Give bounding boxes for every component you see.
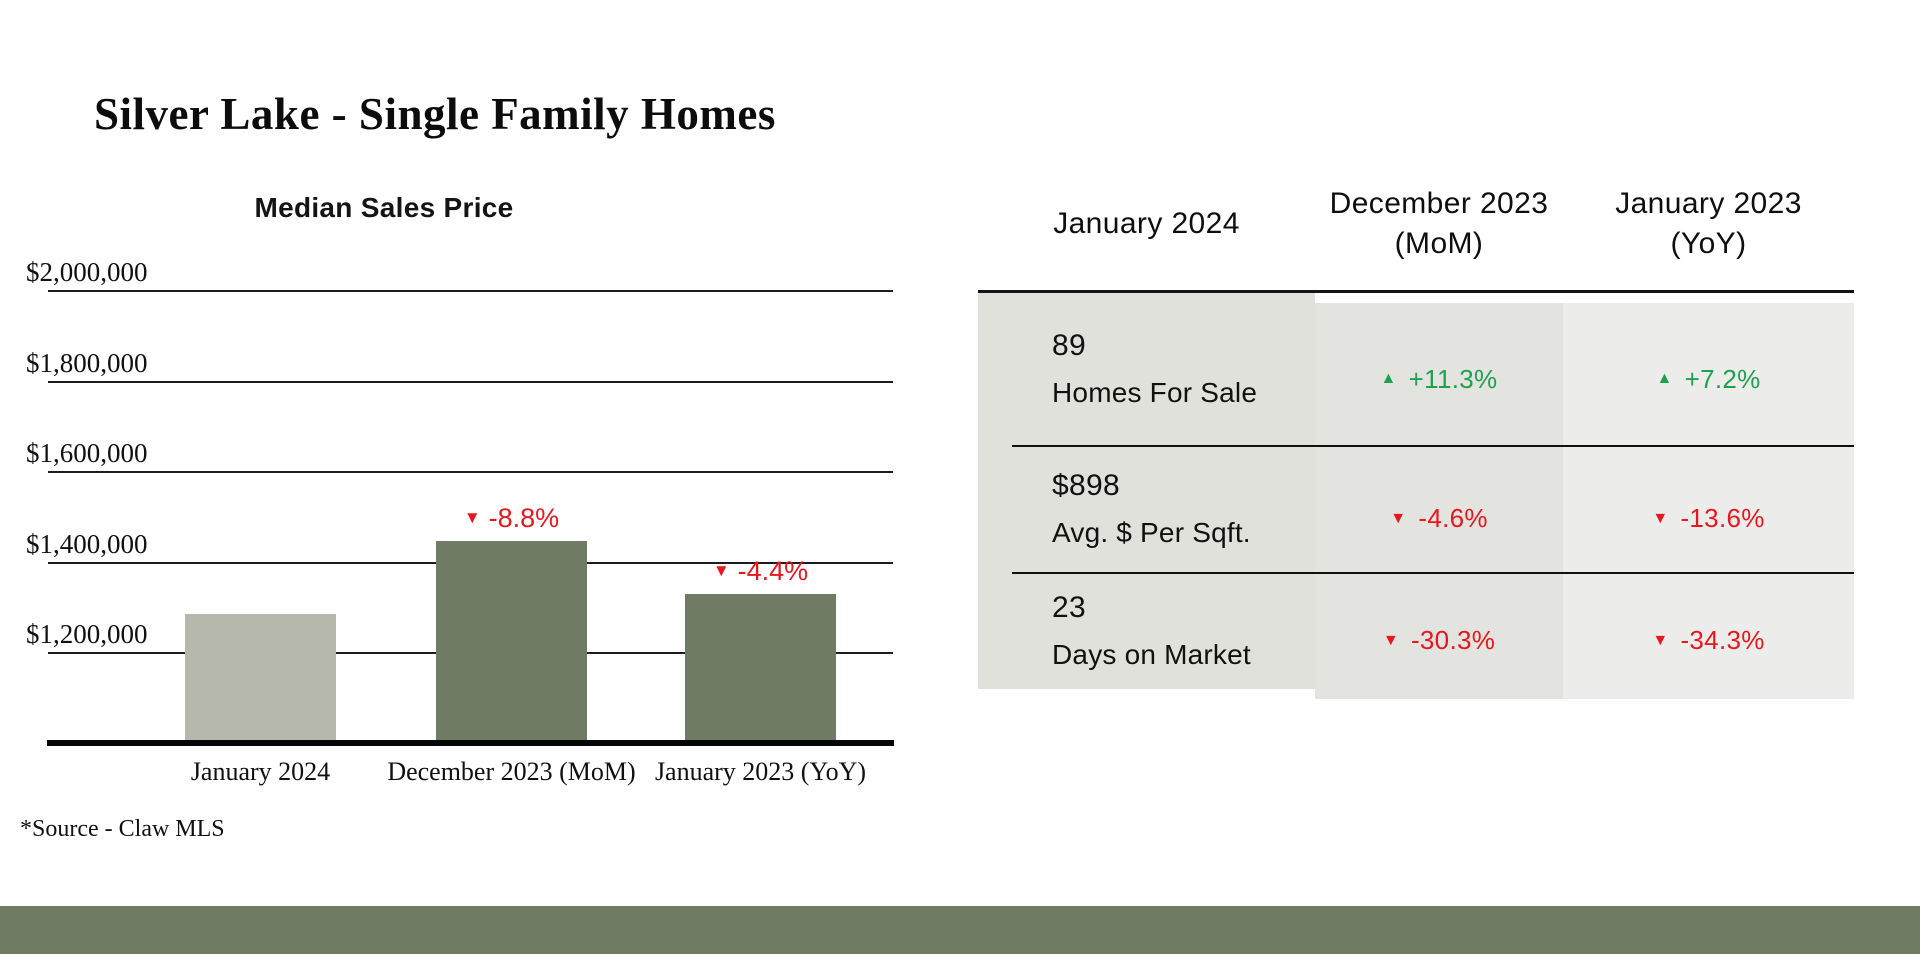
header-line: (YoY): [1670, 226, 1747, 260]
table-header-row: January 2024 December 2023 (MoM) January…: [978, 157, 1854, 290]
change-value: -13.6%: [1680, 503, 1765, 533]
gridline: [48, 290, 893, 292]
change-value: +11.3%: [1408, 363, 1498, 394]
x-axis-label: January 2024: [190, 757, 331, 786]
y-axis-tick-label: $1,800,000: [26, 347, 148, 378]
down-triangle-icon: ▼: [1382, 631, 1399, 649]
source-note: *Source - Claw MLS: [20, 816, 225, 842]
change-value: -4.6%: [1418, 503, 1488, 533]
y-axis-tick-label: $2,000,000: [26, 257, 148, 287]
change-value: -34.3%: [1680, 625, 1765, 655]
down-triangle-icon: ▼: [463, 508, 481, 528]
metric-label: Days on Market: [1052, 638, 1251, 670]
header-line: January 2024: [1053, 206, 1240, 240]
stats-table: January 2024 December 2023 (MoM) January…: [978, 157, 1854, 699]
metric-value: $898: [1052, 468, 1120, 502]
metric-label: Avg. $ Per Sqft.: [1052, 516, 1251, 548]
change-value: -30.3%: [1410, 625, 1496, 655]
bar: [436, 541, 587, 746]
table-row-divider: [1012, 572, 1854, 574]
y-axis-tick-label: $1,400,000: [26, 528, 148, 559]
column-header-december-2023-mom: December 2023 (MoM): [1315, 184, 1563, 263]
column-header-january-2024: January 2024: [978, 204, 1315, 244]
change-annotation: ▼ -8.8%: [402, 503, 622, 533]
metric-label: Homes For Sale: [1052, 377, 1258, 408]
y-axis-tick-label: $1,600,000: [26, 438, 148, 469]
metric-cell-days-on-market: 23 Days on Market: [978, 572, 1315, 689]
down-triangle-icon: ▼: [1652, 509, 1669, 527]
metric-value: 89: [1052, 329, 1086, 362]
x-axis-label: December 2023 (MoM): [387, 757, 636, 786]
gridline: [48, 471, 893, 474]
table-body: 89 Homes For Sale ▲ +11.3% ▲ +7.2% $898 …: [978, 293, 1854, 699]
yoy-change-cell: ▲ +7.2%: [1563, 303, 1854, 455]
page-title: Silver Lake - Single Family Homes: [94, 89, 776, 140]
annotation-text: -8.8%: [488, 503, 560, 534]
metric-value: 23: [1052, 590, 1086, 624]
mom-change-cell: ▼ -30.3%: [1315, 582, 1563, 699]
change-value: +7.2%: [1684, 363, 1761, 394]
up-triangle-icon: ▲: [1380, 370, 1397, 387]
header-line: December 2023: [1329, 186, 1549, 220]
up-triangle-icon: ▲: [1656, 370, 1673, 387]
bar: [185, 613, 336, 746]
x-axis-baseline: [47, 740, 894, 746]
x-axis-label: January 2023 (YoY): [654, 757, 867, 786]
yoy-change-cell: ▼ -34.3%: [1563, 582, 1854, 699]
table-row-divider: [1012, 445, 1854, 447]
bar: [685, 593, 836, 746]
metric-cell-homes-for-sale: 89 Homes For Sale: [978, 293, 1315, 445]
median-sales-price-chart: Median Sales Price $2,000,000 $1,800,000 $…: [0, 0, 960, 820]
header-line: (MoM): [1394, 226, 1484, 260]
change-annotation: ▼ -4.4%: [651, 556, 871, 586]
gridline: [48, 380, 893, 383]
chart-title: Median Sales Price: [254, 192, 514, 223]
mom-change-cell: ▲ +11.3%: [1315, 303, 1563, 455]
metric-cell-avg-per-sqft: $898 Avg. $ Per Sqft.: [978, 445, 1315, 572]
column-header-january-2023-yoy: January 2023 (YoY): [1563, 184, 1854, 263]
mom-change-cell: ▼ -4.6%: [1315, 455, 1563, 582]
down-triangle-icon: ▼: [712, 560, 730, 580]
annotation-text: -4.4%: [737, 555, 809, 586]
footer-accent-bar: [0, 906, 1920, 954]
table-header-divider: [978, 290, 1854, 293]
down-triangle-icon: ▼: [1390, 509, 1407, 527]
yoy-change-cell: ▼ -13.6%: [1563, 455, 1854, 582]
header-line: January 2023: [1615, 186, 1802, 220]
down-triangle-icon: ▼: [1652, 631, 1669, 649]
y-axis-tick-label: $1,200,000: [26, 619, 148, 650]
